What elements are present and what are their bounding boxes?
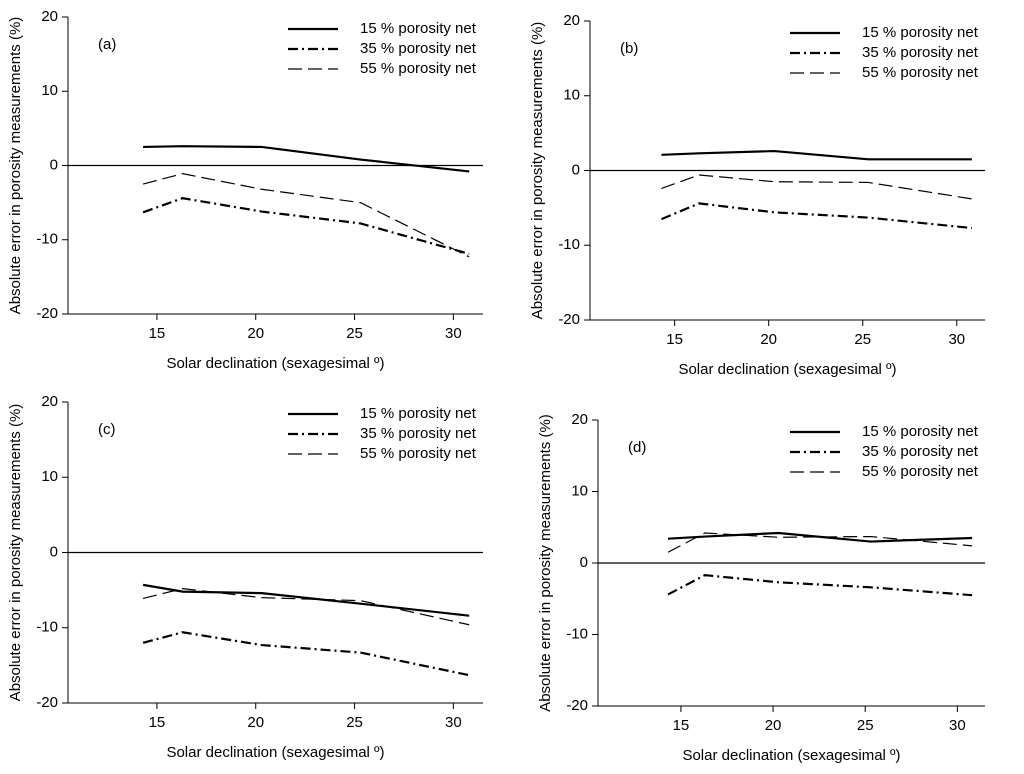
x-tick-label: 20 (247, 714, 264, 731)
series-line (667, 532, 973, 553)
y-tick-label: 0 (50, 543, 58, 560)
x-axis-label: Solar declination (sexagesimal º) (166, 355, 384, 372)
series-line (142, 173, 470, 258)
x-tick-label: 15 (149, 325, 166, 342)
panel-label: (b) (620, 40, 638, 57)
x-tick-label: 15 (149, 714, 166, 731)
x-tick-label: 30 (445, 714, 462, 731)
y-axis-label: Absolute error in porosity measurements … (7, 17, 24, 315)
y-tick-label: -10 (566, 625, 588, 642)
y-tick-label: -20 (566, 697, 588, 714)
y-tick-label: 10 (41, 468, 58, 485)
series-line (661, 174, 972, 200)
x-axis-label: Solar declination (sexagesimal º) (682, 747, 900, 764)
panel-label: (c) (98, 421, 116, 438)
x-tick-label: 25 (346, 325, 363, 342)
y-tick-label: 10 (571, 482, 588, 499)
y-axis-label: Absolute error in porosity measurements … (529, 22, 546, 320)
y-axis-label: Absolute error in porosity measurements … (537, 414, 554, 712)
y-tick-label: 20 (41, 8, 58, 25)
legend-label: 55 % porosity net (360, 60, 477, 77)
legend-label: 15 % porosity net (360, 20, 477, 37)
x-tick-label: 30 (949, 717, 966, 734)
y-tick-label: -10 (558, 236, 580, 253)
y-tick-label: -10 (36, 231, 58, 248)
y-tick-label: 20 (571, 411, 588, 428)
series-line (667, 531, 973, 543)
y-tick-label: -20 (36, 694, 58, 711)
x-tick-label: 25 (854, 331, 871, 348)
x-tick-label: 20 (760, 331, 777, 348)
y-tick-label: 20 (563, 12, 580, 29)
x-axis-label: Solar declination (sexagesimal º) (166, 744, 384, 761)
y-axis-label: Absolute error in porosity measurements … (7, 404, 24, 702)
legend-label: 55 % porosity net (862, 463, 979, 480)
legend-label: 35 % porosity net (862, 44, 979, 61)
series-line (142, 197, 470, 255)
y-tick-label: 10 (41, 82, 58, 99)
series-line (661, 202, 972, 230)
y-tick-label: 0 (50, 156, 58, 173)
series-line (143, 145, 470, 173)
legend-label: 15 % porosity net (360, 405, 477, 422)
series-line (142, 631, 470, 677)
x-tick-label: 25 (857, 717, 874, 734)
x-tick-label: 20 (247, 325, 264, 342)
series-line (667, 574, 973, 597)
legend-label: 35 % porosity net (862, 443, 979, 460)
legend-label: 55 % porosity net (360, 445, 477, 462)
legend-label: 35 % porosity net (360, 425, 477, 442)
y-tick-label: -10 (36, 619, 58, 636)
x-tick-label: 15 (666, 331, 683, 348)
x-tick-label: 30 (445, 325, 462, 342)
x-tick-label: 30 (948, 331, 965, 348)
x-tick-label: 15 (673, 717, 690, 734)
legend-label: 55 % porosity net (862, 64, 979, 81)
series-line (142, 588, 470, 626)
y-tick-label: 10 (563, 87, 580, 104)
series-line (661, 149, 972, 161)
x-tick-label: 25 (346, 714, 363, 731)
y-tick-label: 0 (580, 554, 588, 571)
legend-label: 15 % porosity net (862, 423, 979, 440)
panel-label: (a) (98, 36, 116, 53)
x-axis-label: Solar declination (sexagesimal º) (678, 361, 896, 378)
legend-label: 15 % porosity net (862, 24, 979, 41)
x-tick-label: 20 (765, 717, 782, 734)
y-tick-label: 20 (41, 393, 58, 410)
y-tick-label: 0 (572, 161, 580, 178)
panel-label: (d) (628, 439, 646, 456)
y-tick-label: -20 (558, 311, 580, 328)
legend-label: 35 % porosity net (360, 40, 477, 57)
series-line (142, 583, 470, 617)
y-tick-label: -20 (36, 305, 58, 322)
